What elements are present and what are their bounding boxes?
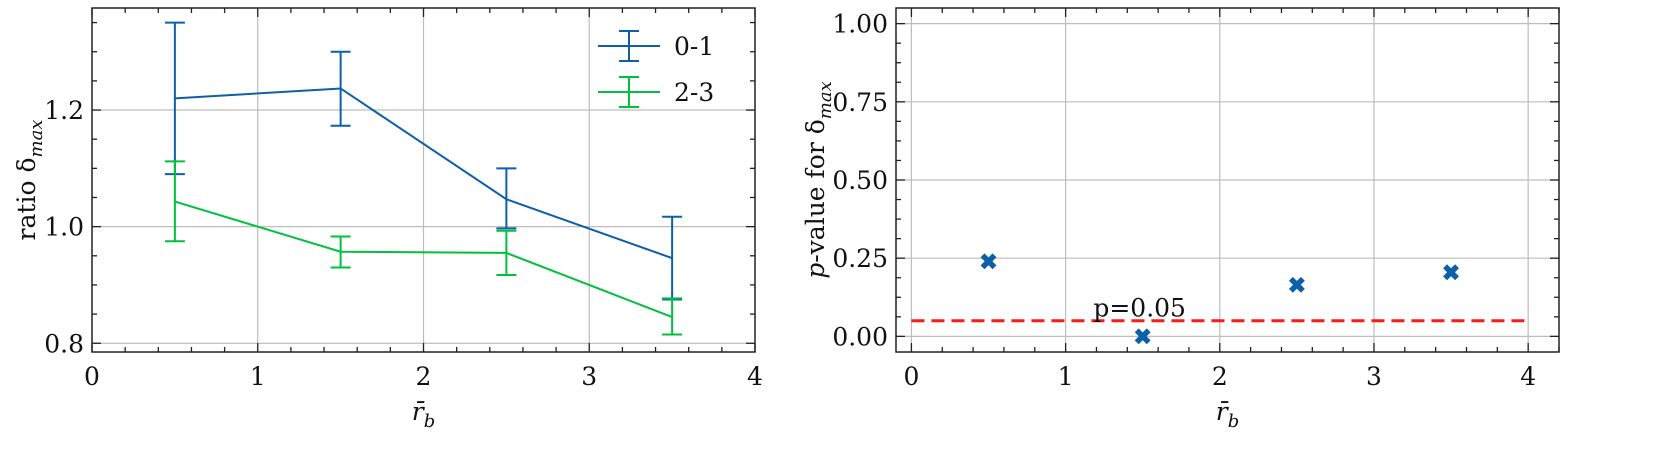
error-bar (496, 229, 517, 277)
error-bar (496, 167, 517, 230)
x-tick-label: 2 (416, 362, 432, 391)
error-bar (330, 235, 351, 269)
scatter-point (1443, 264, 1460, 281)
y-tick-label: 0.25 (832, 244, 888, 273)
error-bar (662, 215, 683, 301)
right-data (911, 253, 1529, 345)
left-ticks: 0 1 2 3 4 0.8 1.0 1.2 (44, 8, 763, 391)
legend-label: 0-1 (674, 32, 714, 61)
right-panel: 0 1 2 3 4 0.00 0.25 0.50 0.75 1.00 p=0.05 r̄b p-v… (801, 7, 1560, 432)
right-y-axis-label: p-value for δmax (801, 81, 836, 279)
series-line-2-3 (174, 200, 673, 318)
left-data (164, 21, 683, 336)
y-tick-label: 0.8 (44, 329, 84, 358)
y-tick-label: 0.75 (832, 88, 888, 117)
left-grid (92, 8, 755, 352)
right-ticks: 0 1 2 3 4 0.00 0.25 0.50 0.75 1.00 (832, 8, 1560, 391)
error-bar (330, 50, 351, 127)
x-tick-label: 4 (747, 362, 763, 391)
y-tick-label: 0.50 (832, 166, 888, 195)
right-x-axis-label: r̄b (1216, 397, 1239, 432)
scatter-point (1288, 276, 1305, 293)
left-y-axis-label: ratio δmax (12, 120, 47, 241)
scatter-point (1134, 328, 1151, 345)
series-line-0-1 (174, 87, 673, 260)
x-tick-label: 1 (250, 362, 266, 391)
x-tick-label: 0 (903, 362, 919, 391)
left-panel: 0 1 2 3 4 0.8 1.0 1.2 0-1 2-3 r̄b ratio δmax (12, 7, 763, 432)
y-tick-label: 0.00 (832, 322, 888, 351)
legend-item: 0-1 (598, 30, 714, 62)
legend-label: 2-3 (674, 78, 714, 107)
x-tick-label: 3 (1366, 362, 1382, 391)
left-x-axis-label: r̄b (412, 397, 435, 432)
y-tick-label: 1.00 (832, 10, 888, 39)
y-tick-label: 1.2 (44, 96, 84, 125)
threshold-annotation: p=0.05 (1093, 294, 1186, 323)
x-tick-label: 1 (1058, 362, 1074, 391)
y-tick-label: 1.0 (44, 213, 84, 242)
legend-item: 2-3 (598, 76, 714, 108)
x-tick-label: 2 (1212, 362, 1228, 391)
right-grid (896, 8, 1559, 352)
x-tick-label: 0 (84, 362, 100, 391)
error-bar (164, 160, 185, 243)
scatter-point (980, 253, 997, 270)
legend: 0-1 2-3 (598, 30, 714, 108)
error-bar (662, 297, 683, 336)
x-tick-label: 4 (1520, 362, 1536, 391)
x-tick-label: 3 (581, 362, 597, 391)
